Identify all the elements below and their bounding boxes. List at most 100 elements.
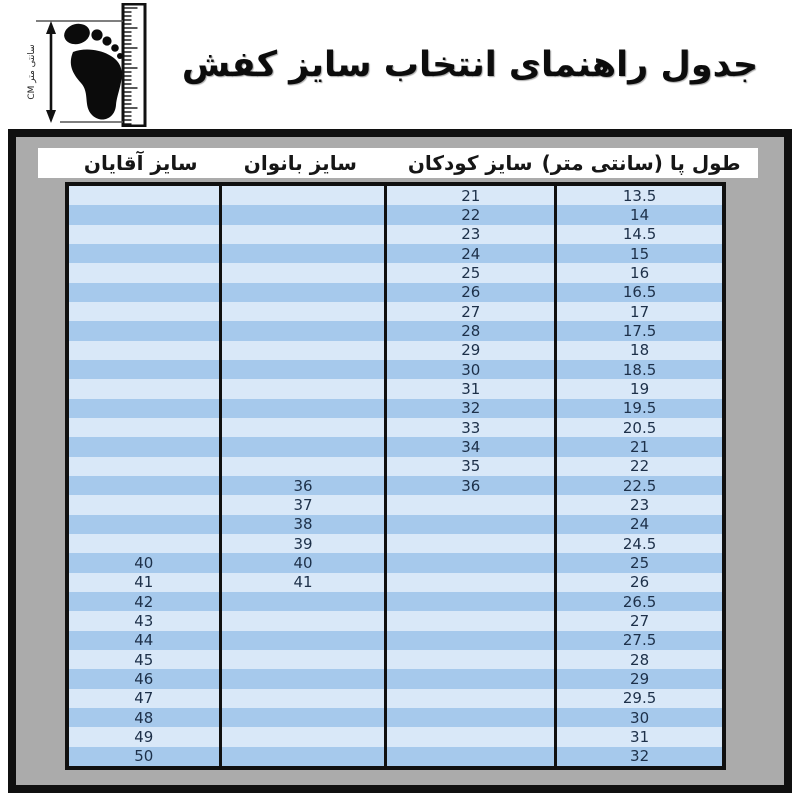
cell-women-size bbox=[218, 359, 385, 380]
cell-men-size bbox=[69, 495, 219, 514]
cell-men-size: 41 bbox=[134, 573, 154, 592]
cell-men-size bbox=[69, 321, 219, 340]
cell-women-size bbox=[218, 205, 385, 225]
cell-foot-length: 16 bbox=[554, 263, 722, 283]
column-header-kids-size: سایز کودکان bbox=[407, 151, 533, 175]
cell-kids-size: 31 bbox=[384, 379, 554, 399]
cell-men-size bbox=[69, 341, 219, 360]
cell-men-size bbox=[69, 399, 219, 418]
cell-foot-length: 17.5 bbox=[554, 321, 722, 341]
table-row: 24.5 39 bbox=[69, 533, 722, 554]
cell-kids-size: 33 bbox=[384, 417, 554, 438]
foot-ruler-icon: CM سانتی متر bbox=[27, 3, 147, 127]
table-row: 31 49 bbox=[69, 727, 722, 747]
cell-foot-length: 17 bbox=[554, 301, 722, 322]
table-row: 26.5 42 bbox=[69, 591, 722, 612]
cell-foot-length: 18.5 bbox=[554, 359, 722, 380]
cell-men-size bbox=[69, 379, 219, 398]
table-row: 16 25 bbox=[69, 263, 722, 283]
cell-kids-size: 24 bbox=[384, 243, 554, 264]
cell-foot-length: 29 bbox=[554, 669, 722, 689]
cell-men-size bbox=[69, 437, 219, 456]
table-row: 16.5 26 bbox=[69, 282, 722, 302]
table-row: 26 41 41 bbox=[69, 572, 722, 592]
cell-women-size bbox=[218, 340, 385, 360]
cell-kids-size: 35 bbox=[384, 456, 554, 476]
cell-men-size bbox=[69, 225, 219, 244]
cell-kids-size: 29 bbox=[384, 340, 554, 360]
cell-men-size: 40 bbox=[134, 553, 154, 572]
column-header-men-size: سایز آقایان bbox=[83, 151, 198, 175]
cell-men-size bbox=[69, 534, 219, 553]
cell-men-size: 44 bbox=[134, 631, 154, 650]
cell-women-size bbox=[218, 186, 385, 206]
cell-foot-length: 20.5 bbox=[554, 417, 722, 438]
table-row: 27 43 bbox=[69, 611, 722, 631]
table-row: 19.5 32 bbox=[69, 398, 722, 418]
ruler-ticks bbox=[124, 7, 138, 125]
cell-kids-size: 30 bbox=[384, 359, 554, 380]
cell-kids-size: 27 bbox=[384, 301, 554, 322]
cell-kids-size: 23 bbox=[384, 224, 554, 244]
cell-women-size bbox=[218, 417, 385, 438]
cell-men-size bbox=[69, 418, 219, 437]
table-row: 30 48 bbox=[69, 707, 722, 728]
cell-women-size bbox=[218, 379, 385, 399]
table-header-strip bbox=[38, 148, 758, 178]
cell-men-size bbox=[69, 244, 219, 263]
cell-foot-length: 26.5 bbox=[554, 591, 722, 612]
cell-men-size: 46 bbox=[134, 669, 154, 688]
cell-foot-length: 19 bbox=[554, 379, 722, 399]
table-header-row: طول پا (سانتی متر) سایز کودکان سایز بانو… bbox=[65, 148, 741, 178]
table-row: 21 34 bbox=[69, 437, 722, 457]
cell-men-size: 42 bbox=[134, 592, 154, 611]
cell-men-size bbox=[69, 360, 219, 379]
table-row: 25 40 40 bbox=[69, 553, 722, 573]
cell-kids-size bbox=[384, 630, 554, 650]
cell-kids-size bbox=[384, 649, 554, 670]
cell-women-size bbox=[218, 301, 385, 322]
cell-men-size bbox=[69, 302, 219, 321]
cell-women-size bbox=[218, 669, 385, 689]
table-row: 29.5 47 bbox=[69, 688, 722, 708]
cell-men-size: 48 bbox=[134, 708, 154, 727]
cell-kids-size bbox=[384, 746, 554, 766]
cell-men-size: 45 bbox=[134, 650, 154, 669]
cell-kids-size: 26 bbox=[384, 282, 554, 302]
cell-kids-size bbox=[384, 495, 554, 515]
cell-kids-size: 25 bbox=[384, 263, 554, 283]
cell-kids-size bbox=[384, 553, 554, 573]
table-row: 32 50 bbox=[69, 746, 722, 766]
cell-kids-size: 21 bbox=[384, 186, 554, 206]
cell-women-size bbox=[218, 398, 385, 418]
cell-foot-length: 27.5 bbox=[554, 630, 722, 650]
cell-women-size bbox=[218, 688, 385, 708]
cell-women-size bbox=[218, 243, 385, 264]
cell-foot-length: 21 bbox=[554, 437, 722, 457]
column-header-foot-length: طول پا (سانتی متر) bbox=[541, 151, 741, 175]
cell-women-size bbox=[218, 456, 385, 476]
cell-foot-length: 30 bbox=[554, 707, 722, 728]
cell-women-size: 36 bbox=[218, 475, 385, 496]
cell-foot-length: 31 bbox=[554, 727, 722, 747]
cell-kids-size: 28 bbox=[384, 321, 554, 341]
cell-women-size bbox=[218, 263, 385, 283]
cell-foot-length: 28 bbox=[554, 649, 722, 670]
cell-kids-size bbox=[384, 669, 554, 689]
table-row: 17.5 28 bbox=[69, 321, 722, 341]
cell-kids-size bbox=[384, 591, 554, 612]
table-row: 28 45 bbox=[69, 649, 722, 670]
cell-foot-length: 22.5 bbox=[554, 475, 722, 496]
table-row: 14.5 23 bbox=[69, 224, 722, 244]
cell-women-size: 40 bbox=[218, 553, 385, 573]
table-row: 27.5 44 bbox=[69, 630, 722, 650]
cell-kids-size bbox=[384, 727, 554, 747]
cell-women-size bbox=[218, 224, 385, 244]
cell-foot-length: 14 bbox=[554, 205, 722, 225]
table-row: 29 46 bbox=[69, 669, 722, 689]
cell-kids-size: 34 bbox=[384, 437, 554, 457]
table-row: 15 24 bbox=[69, 243, 722, 264]
size-chart-frame: طول پا (سانتی متر) سایز کودکان سایز بانو… bbox=[8, 129, 792, 793]
cm-label: CM سانتی متر bbox=[27, 44, 37, 99]
cell-men-size bbox=[69, 457, 219, 476]
